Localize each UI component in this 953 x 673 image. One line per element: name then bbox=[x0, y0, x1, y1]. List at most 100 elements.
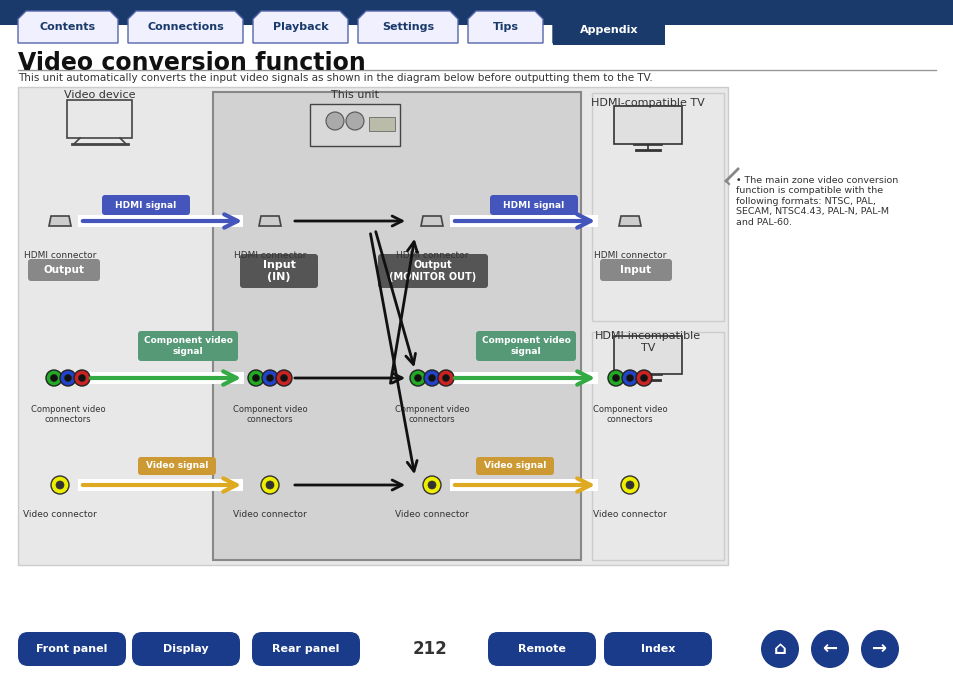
Circle shape bbox=[51, 374, 57, 382]
Circle shape bbox=[861, 630, 898, 668]
FancyBboxPatch shape bbox=[138, 331, 237, 361]
Text: HDMI-compatible TV: HDMI-compatible TV bbox=[591, 98, 704, 108]
Text: This unit: This unit bbox=[331, 90, 378, 100]
Text: Component video
signal: Component video signal bbox=[143, 336, 233, 356]
Circle shape bbox=[414, 374, 421, 382]
Text: Playback: Playback bbox=[273, 22, 328, 32]
Polygon shape bbox=[468, 11, 542, 43]
Circle shape bbox=[760, 630, 799, 668]
Bar bbox=[369, 117, 395, 131]
Polygon shape bbox=[357, 11, 457, 43]
Circle shape bbox=[422, 476, 440, 494]
Bar bbox=[78, 215, 243, 227]
Text: Tips: Tips bbox=[492, 22, 518, 32]
Text: Video connector: Video connector bbox=[593, 510, 666, 519]
Polygon shape bbox=[420, 216, 442, 226]
Bar bbox=[310, 104, 399, 146]
Circle shape bbox=[253, 374, 259, 382]
Text: This unit automatically converts the input video signals as shown in the diagram: This unit automatically converts the inp… bbox=[18, 73, 652, 83]
Circle shape bbox=[46, 370, 62, 386]
Bar bbox=[450, 479, 598, 491]
Circle shape bbox=[639, 374, 647, 382]
Polygon shape bbox=[618, 216, 640, 226]
Bar bbox=[614, 336, 681, 374]
Circle shape bbox=[51, 476, 69, 494]
Circle shape bbox=[60, 370, 76, 386]
Text: Settings: Settings bbox=[381, 22, 434, 32]
Circle shape bbox=[636, 370, 651, 386]
FancyBboxPatch shape bbox=[599, 259, 671, 281]
Polygon shape bbox=[253, 11, 348, 43]
Text: Component video
connectors: Component video connectors bbox=[395, 405, 469, 425]
Polygon shape bbox=[49, 216, 71, 226]
Circle shape bbox=[266, 374, 274, 382]
Text: Output
(MONITOR OUT): Output (MONITOR OUT) bbox=[389, 260, 476, 282]
Bar bbox=[0, 0, 953, 25]
FancyBboxPatch shape bbox=[377, 254, 488, 288]
Text: Video conversion function: Video conversion function bbox=[18, 51, 365, 75]
Text: Component video
signal: Component video signal bbox=[481, 336, 570, 356]
Text: →: → bbox=[872, 640, 886, 658]
Text: Video connector: Video connector bbox=[395, 510, 468, 519]
Bar bbox=[18, 87, 727, 565]
Bar bbox=[68, 100, 132, 138]
Circle shape bbox=[607, 370, 623, 386]
Bar bbox=[86, 372, 244, 384]
Circle shape bbox=[261, 476, 278, 494]
Text: Rear panel: Rear panel bbox=[272, 644, 339, 654]
Text: ⌂: ⌂ bbox=[773, 640, 785, 658]
Text: HDMI connector: HDMI connector bbox=[24, 251, 96, 260]
Text: Video signal: Video signal bbox=[146, 462, 208, 470]
Text: HDMI signal: HDMI signal bbox=[115, 201, 176, 209]
Circle shape bbox=[621, 370, 638, 386]
Text: Appendix: Appendix bbox=[578, 22, 637, 32]
Circle shape bbox=[612, 374, 618, 382]
Circle shape bbox=[74, 370, 90, 386]
Circle shape bbox=[326, 112, 344, 130]
Circle shape bbox=[437, 370, 454, 386]
Text: Connections: Connections bbox=[147, 22, 224, 32]
Polygon shape bbox=[258, 216, 281, 226]
Text: Video connector: Video connector bbox=[23, 510, 97, 519]
Bar bbox=[592, 332, 723, 560]
Polygon shape bbox=[553, 11, 662, 43]
Polygon shape bbox=[18, 11, 118, 43]
FancyBboxPatch shape bbox=[138, 457, 215, 475]
FancyBboxPatch shape bbox=[132, 632, 240, 666]
Bar bbox=[450, 215, 598, 227]
Text: Index: Index bbox=[640, 644, 675, 654]
Bar bbox=[213, 92, 580, 560]
Circle shape bbox=[442, 374, 449, 382]
Circle shape bbox=[428, 481, 436, 489]
Text: Input
(IN): Input (IN) bbox=[262, 260, 295, 282]
FancyBboxPatch shape bbox=[28, 259, 100, 281]
Circle shape bbox=[626, 374, 633, 382]
Circle shape bbox=[810, 630, 848, 668]
Bar bbox=[614, 106, 681, 144]
Circle shape bbox=[266, 481, 274, 489]
Text: Input: Input bbox=[619, 265, 651, 275]
Text: HDMI connector: HDMI connector bbox=[593, 251, 665, 260]
FancyBboxPatch shape bbox=[488, 632, 596, 666]
Text: Component video
connectors: Component video connectors bbox=[30, 405, 105, 425]
Bar bbox=[450, 372, 598, 384]
FancyBboxPatch shape bbox=[102, 195, 190, 215]
Text: HDMI connector: HDMI connector bbox=[233, 251, 306, 260]
Circle shape bbox=[280, 374, 287, 382]
Circle shape bbox=[625, 481, 634, 489]
FancyBboxPatch shape bbox=[240, 254, 317, 288]
FancyBboxPatch shape bbox=[476, 457, 554, 475]
Circle shape bbox=[56, 481, 64, 489]
Text: HDMI signal: HDMI signal bbox=[503, 201, 564, 209]
Bar bbox=[78, 479, 243, 491]
Text: Output: Output bbox=[44, 265, 85, 275]
Circle shape bbox=[346, 112, 364, 130]
Text: Video connector: Video connector bbox=[233, 510, 307, 519]
Circle shape bbox=[248, 370, 264, 386]
Circle shape bbox=[428, 374, 435, 382]
Bar bbox=[553, 0, 664, 45]
FancyBboxPatch shape bbox=[490, 195, 578, 215]
Circle shape bbox=[65, 374, 71, 382]
Bar bbox=[592, 93, 723, 321]
FancyBboxPatch shape bbox=[476, 331, 576, 361]
